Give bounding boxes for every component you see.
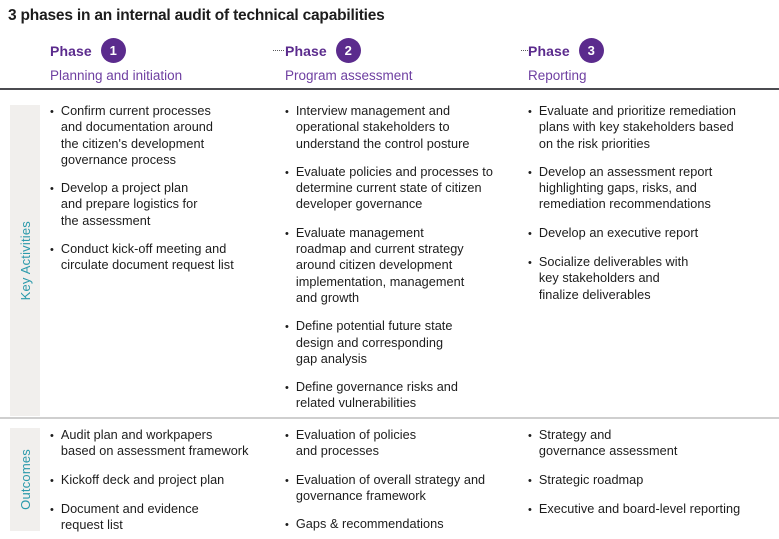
list-item-text: Interview management and operational sta… xyxy=(295,104,470,151)
phase-number-badge: 1 xyxy=(100,38,126,63)
list-item-text: Evaluation of overall strategy and gover… xyxy=(295,472,486,503)
list-item-text: Evaluation of policies and processes xyxy=(295,428,417,459)
list-item: • Audit plan and workpapers based on asse… xyxy=(50,427,272,460)
bullet-icon: • xyxy=(50,183,54,196)
phase-1-subtitle: Planning and initiation xyxy=(50,68,183,83)
bullet-icon: • xyxy=(528,257,532,270)
list-item: • Evaluate management roadmap and current… xyxy=(285,225,521,306)
bullet-icon: • xyxy=(285,382,289,395)
section-column: • Strategy and governance assessment • Stra… xyxy=(528,427,776,518)
list-item-text: Kickoff deck and project plan xyxy=(60,472,225,487)
bullet-icon: • xyxy=(50,106,54,118)
list-item: • Develop an executive report xyxy=(528,225,776,242)
list-item: • Kickoff deck and project plan xyxy=(50,472,272,489)
list-item-text: Conduct kick-off meeting and circulate d… xyxy=(60,242,234,273)
phase-number-badge: 2 xyxy=(335,38,361,63)
list-item-text: Develop an assessment report highlightin… xyxy=(538,164,713,212)
bullet-icon: • xyxy=(528,503,532,516)
phase-2-header: Phase 2 xyxy=(285,38,521,63)
list-item-text: Evaluate and prioritize remediation plan… xyxy=(538,104,736,151)
list-item-text: Confirm current processes and documentat… xyxy=(60,104,214,167)
list-item: • Socialize deliverables with key stakeho… xyxy=(528,254,776,303)
page-title: 3 phases in an internal audit of technic… xyxy=(8,7,385,24)
bullet-icon: • xyxy=(285,166,289,179)
section-column: • Evaluation of policies and processes • Ev… xyxy=(285,427,521,533)
list-item-text: Develop a project plan and prepare logis… xyxy=(60,181,198,228)
bullet-icon: • xyxy=(528,106,532,118)
list-item: • Interview management and operational st… xyxy=(285,103,521,152)
section-column: • Audit plan and workpapers based on asse… xyxy=(50,427,272,533)
bullet-icon: • xyxy=(528,430,532,442)
list-item: • Gaps & recommendations xyxy=(285,516,521,533)
phase-label: Phase xyxy=(285,42,327,59)
list-item: • Executive and board-level reporting xyxy=(528,501,776,518)
bullet-icon: • xyxy=(50,503,54,516)
list-item: • Evaluation of overall strategy and gove… xyxy=(285,472,521,505)
list-item: • Confirm current processes and documenta… xyxy=(50,103,272,168)
phase-3-header: Phase 3 xyxy=(528,38,776,63)
bullet-icon: • xyxy=(528,166,532,179)
list-item-text: Document and evidence request list xyxy=(60,501,199,533)
list-item: • Define potential future state design an… xyxy=(285,318,521,367)
bullet-icon: • xyxy=(285,227,289,240)
list-item: • Document and evidence request list xyxy=(50,501,272,534)
phase-label: Phase xyxy=(50,42,92,59)
list-item: • Define governance risks and related vul… xyxy=(285,379,521,412)
bullet-icon: • xyxy=(50,474,54,487)
list-item-text: Evaluate management roadmap and current … xyxy=(295,225,465,305)
header-divider xyxy=(0,88,779,90)
phase-3-subtitle: Reporting xyxy=(528,68,587,83)
section-label: Outcomes xyxy=(17,449,33,510)
bullet-icon: • xyxy=(285,106,289,118)
list-item-text: Evaluate policies and processes to deter… xyxy=(295,164,493,212)
bullet-icon: • xyxy=(285,321,289,334)
phase-2-subtitle: Program assessment xyxy=(285,68,413,83)
phase-label: Phase xyxy=(528,42,570,59)
bullet-icon: • xyxy=(285,430,289,442)
section-label-strip: Key Activities xyxy=(10,105,40,416)
section-column: • Interview management and operational st… xyxy=(285,103,521,412)
list-item: • Evaluation of policies and processes xyxy=(285,427,521,460)
list-item-text: Strategic roadmap xyxy=(538,472,644,487)
list-item: • Evaluate and prioritize remediation pla… xyxy=(528,103,776,152)
phase-number-badge: 3 xyxy=(578,38,604,63)
bullet-icon: • xyxy=(50,244,54,257)
list-item: • Conduct kick-off meeting and circulate … xyxy=(50,241,272,274)
list-item-text: Executive and board-level reporting xyxy=(538,501,741,516)
section-column: • Confirm current processes and documenta… xyxy=(50,103,272,274)
section-label: Key Activities xyxy=(17,220,33,301)
list-item-text: Strategy and governance assessment xyxy=(538,428,678,459)
list-item-text: Define governance risks and related vuln… xyxy=(295,380,459,411)
bullet-icon: • xyxy=(285,474,289,487)
bullet-icon: • xyxy=(285,519,289,532)
list-item: • Strategic roadmap xyxy=(528,472,776,489)
section-column: • Evaluate and prioritize remediation pla… xyxy=(528,103,776,303)
list-item-text: Define potential future state design and… xyxy=(295,319,453,366)
list-item-text: Gaps & recommendations xyxy=(295,517,444,532)
list-item: • Develop an assessment report highlighti… xyxy=(528,164,776,213)
section-divider xyxy=(0,417,779,419)
section-label-strip: Outcomes xyxy=(10,428,40,531)
phase-1-header: Phase 1 xyxy=(50,38,272,63)
list-item: • Strategy and governance assessment xyxy=(528,427,776,460)
list-item-text: Socialize deliverables with key stakehol… xyxy=(538,255,689,302)
bullet-icon: • xyxy=(528,474,532,487)
list-item: • Evaluate policies and processes to dete… xyxy=(285,164,521,213)
list-item-text: Develop an executive report xyxy=(538,225,699,240)
bullet-icon: • xyxy=(50,430,54,442)
bullet-icon: • xyxy=(528,227,532,240)
list-item: • Develop a project plan and prepare logi… xyxy=(50,180,272,229)
list-item-text: Audit plan and workpapers based on asses… xyxy=(60,428,249,459)
